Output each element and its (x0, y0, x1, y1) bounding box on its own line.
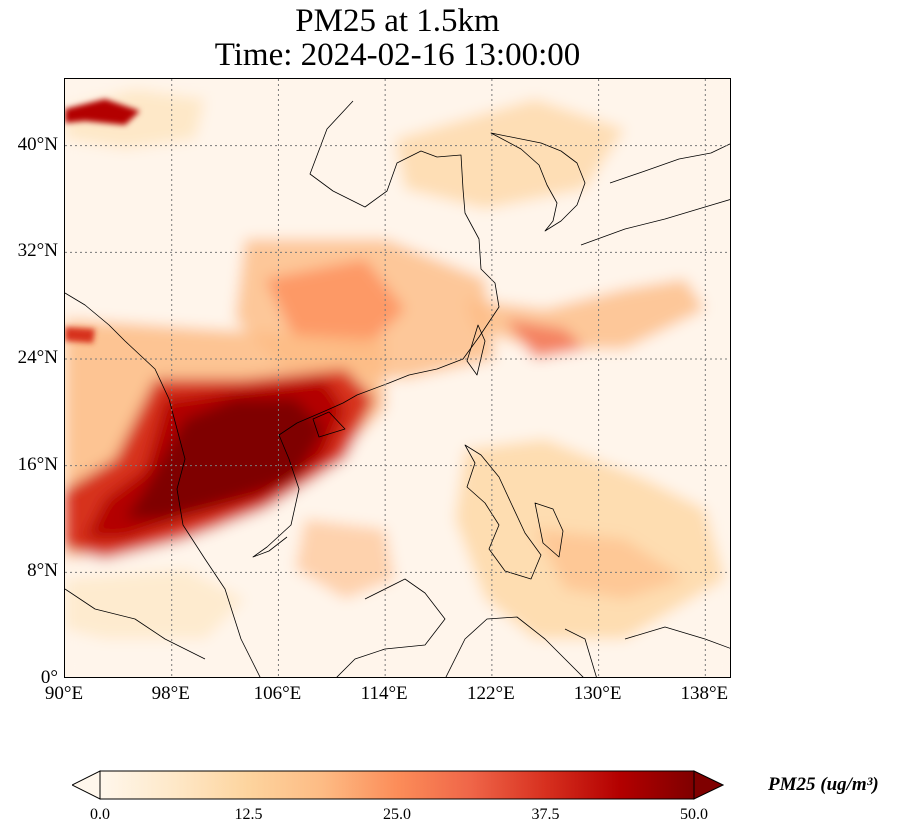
lon-tick-label: 130°E (573, 683, 622, 704)
title-line-2: Time: 2024-02-16 13:00:00 (214, 37, 581, 73)
colorbar-tick-label: 12.5 (234, 806, 263, 823)
title-line-1: PM25 at 1.5km (295, 3, 500, 39)
colorbar-tick-label: 0.0 (90, 806, 110, 823)
colorbar-tick-label: 25.0 (383, 806, 411, 823)
map-panel (64, 78, 731, 678)
lon-tick-label: 138°E (680, 683, 729, 704)
lon-tick-label: 114°E (360, 683, 408, 704)
lat-tick-label: 16°N (17, 453, 58, 475)
lat-tick-label: 8°N (27, 560, 58, 582)
pm25-map (65, 79, 730, 677)
colorbar-tick-label: 37.5 (531, 806, 560, 823)
lon-tick-label: 98°E (151, 683, 190, 704)
lat-tick-label: 0° (40, 667, 58, 688)
colorbar-tick-label: 50.0 (680, 806, 708, 823)
gridlines (65, 79, 730, 677)
colorbar-extend-max (693, 770, 724, 800)
map-title: PM25 at 1.5km Time: 2024-02-16 13:00:00 (64, 4, 731, 72)
colorbar-label: PM25 (ug/m³) (768, 774, 879, 795)
lon-tick-label: 90°E (44, 683, 84, 704)
colorbar-gradient (99, 770, 695, 800)
lat-tick-label: 32°N (17, 240, 58, 262)
lat-tick-label: 24°N (17, 347, 58, 368)
pm25-hotspot-north (65, 99, 140, 343)
lon-tick-label: 122°E (467, 683, 515, 704)
colorbar (72, 770, 724, 800)
coastlines (65, 100, 730, 677)
lat-tick-label: 40°N (17, 133, 58, 155)
pm25-field (65, 79, 730, 677)
lon-tick-label: 106°E (253, 683, 302, 704)
colorbar-extend-min (72, 770, 101, 800)
